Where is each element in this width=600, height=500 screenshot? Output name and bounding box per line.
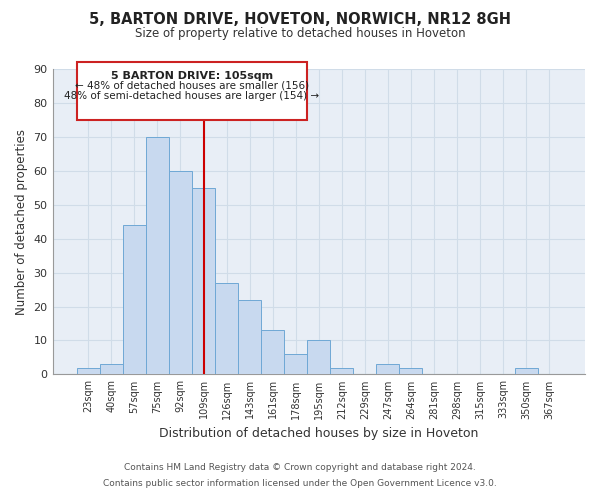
Text: Contains HM Land Registry data © Crown copyright and database right 2024.: Contains HM Land Registry data © Crown c…	[124, 464, 476, 472]
Bar	[238, 300, 261, 374]
Bar	[284, 354, 307, 374]
Bar	[100, 364, 123, 374]
Bar	[515, 368, 538, 374]
Bar	[192, 188, 215, 374]
FancyBboxPatch shape	[77, 62, 307, 120]
Text: 5 BARTON DRIVE: 105sqm: 5 BARTON DRIVE: 105sqm	[111, 70, 273, 81]
Bar	[376, 364, 400, 374]
Bar	[400, 368, 422, 374]
X-axis label: Distribution of detached houses by size in Hoveton: Distribution of detached houses by size …	[159, 427, 478, 440]
Text: Size of property relative to detached houses in Hoveton: Size of property relative to detached ho…	[134, 28, 466, 40]
Text: 5, BARTON DRIVE, HOVETON, NORWICH, NR12 8GH: 5, BARTON DRIVE, HOVETON, NORWICH, NR12 …	[89, 12, 511, 28]
Bar	[77, 368, 100, 374]
Y-axis label: Number of detached properties: Number of detached properties	[15, 128, 28, 314]
Text: Contains public sector information licensed under the Open Government Licence v3: Contains public sector information licen…	[103, 478, 497, 488]
Bar	[123, 225, 146, 374]
Bar	[146, 137, 169, 374]
Text: ← 48% of detached houses are smaller (156): ← 48% of detached houses are smaller (15…	[75, 81, 309, 91]
Text: 48% of semi-detached houses are larger (154) →: 48% of semi-detached houses are larger (…	[64, 91, 320, 101]
Bar	[330, 368, 353, 374]
Bar	[261, 330, 284, 374]
Bar	[169, 171, 192, 374]
Bar	[215, 283, 238, 374]
Bar	[307, 340, 330, 374]
